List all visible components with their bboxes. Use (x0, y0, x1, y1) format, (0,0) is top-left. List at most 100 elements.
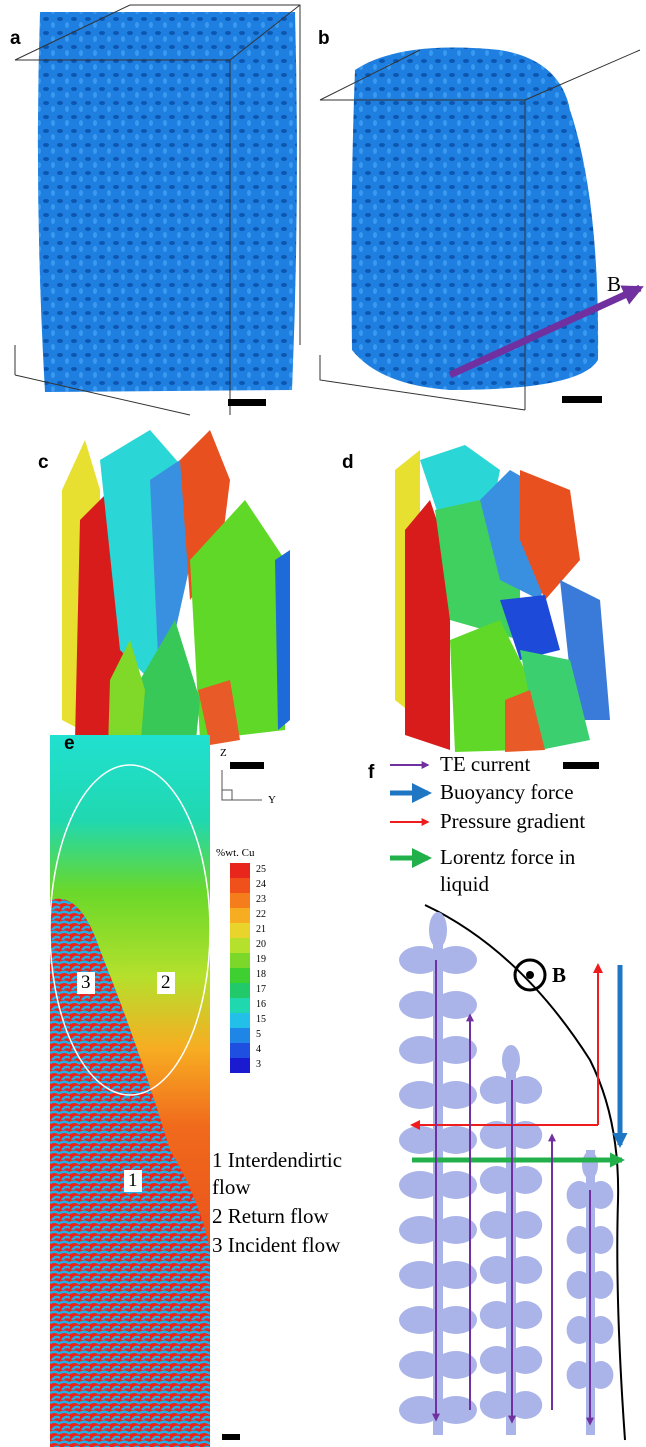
note: 1 Interdendirtic flow (212, 1148, 343, 1199)
colorbar-tick-label: 15 (256, 1014, 266, 1025)
dendrite-arm (435, 1306, 477, 1334)
colorbar-swatch (230, 1013, 250, 1028)
colorbar-swatch (230, 1043, 250, 1058)
dendrite-arm (588, 1316, 614, 1344)
dendrite-arm (399, 1126, 441, 1154)
colorbar-tick-label: 23 (256, 894, 266, 905)
dendrite-arm (566, 1226, 592, 1254)
colorbar-swatch (230, 998, 250, 1013)
colorbar-tick-label: 16 (256, 999, 266, 1010)
dendrite-arm (399, 1171, 441, 1199)
dendrite-arm (435, 946, 477, 974)
colorbar-tick-label: 17 (256, 984, 266, 995)
dendrite-arm (588, 1181, 614, 1209)
dendrite-arm (399, 946, 441, 974)
legend-label: Buoyancy force (440, 780, 574, 804)
colorbar (230, 863, 250, 1073)
panel-f-render (399, 904, 628, 1441)
dendrite-arm (479, 1346, 514, 1374)
dendrite-arm (566, 1271, 592, 1299)
colorbar-tick-label: 19 (256, 954, 266, 965)
dendrite-arm (399, 1396, 441, 1424)
panel-b-render (319, 47, 644, 411)
dendrite-arm (508, 1391, 543, 1419)
dendrite-arm (435, 991, 477, 1019)
legend-label: Pressure gradient (440, 809, 586, 833)
colorbar-swatch (230, 908, 250, 923)
colorbar-swatch (230, 983, 250, 998)
colorbar-swatch (230, 1028, 250, 1043)
legend-label: Lorentz force in liquid (440, 845, 576, 896)
dendrite-arm (435, 1126, 477, 1154)
field-label: B (607, 272, 622, 296)
dendrite-arm (588, 1226, 614, 1254)
colorbar-swatch (230, 1058, 250, 1073)
colorbar-swatch (230, 953, 250, 968)
colorbar-swatch (230, 863, 250, 878)
dendrite-arm (508, 1301, 543, 1329)
dendrite-arm (508, 1256, 543, 1284)
dendrite-arm (479, 1391, 514, 1419)
dendrite-arm (435, 1036, 477, 1064)
region-label: 1 (124, 1170, 142, 1192)
panel-label: e (64, 733, 75, 754)
dendrite-arm (435, 1396, 477, 1424)
region-label: 3 (77, 972, 95, 994)
field-label: B (552, 963, 567, 987)
dendrite-arm (588, 1271, 614, 1299)
colorbar-tick-label: 24 (256, 879, 266, 890)
dendrite-arm (566, 1316, 592, 1344)
dendrite-arm (479, 1076, 514, 1104)
panel-c-render (62, 430, 290, 810)
dendrite-arm (508, 1166, 543, 1194)
dendrite-arm (435, 1081, 477, 1109)
colorbar-swatch (230, 923, 250, 938)
dendrite-arm (508, 1121, 543, 1149)
dendrite-arm (399, 1351, 441, 1379)
dendrite-arm (435, 1171, 477, 1199)
dendrite-arm (435, 1351, 477, 1379)
dendrite-arm (588, 1361, 614, 1389)
note: 2 Return flow (212, 1204, 329, 1228)
dendrite-arm (399, 1306, 441, 1334)
panel-label: d (342, 452, 354, 473)
colorbar-tick-label: 4 (256, 1044, 261, 1055)
dendrite-arm (399, 1216, 441, 1244)
colorbar-tick-label: 22 (256, 909, 266, 920)
colorbar-swatch (230, 878, 250, 893)
dendrite-arm (566, 1361, 592, 1389)
colorbar-tick-label: 5 (256, 1029, 261, 1040)
dendrite-arm (399, 1036, 441, 1064)
axis-label: Z (220, 747, 227, 759)
dendrite-arm (479, 1166, 514, 1194)
colorbar-swatch (230, 968, 250, 983)
colorbar-swatch (230, 938, 250, 953)
legend-label: TE current (440, 752, 531, 776)
dendrite-arm (479, 1301, 514, 1329)
panel-label: a (10, 28, 21, 49)
axis-label: Y (268, 794, 276, 806)
panel-d-render (395, 445, 610, 769)
dendrite-arm (508, 1211, 543, 1239)
dendrite-arm (479, 1211, 514, 1239)
colorbar-tick-label: 25 (256, 864, 266, 875)
dendrite-arm (479, 1256, 514, 1284)
panel-a-render (14, 4, 301, 416)
dendrite-arm (399, 1261, 441, 1289)
dendrite-arm (399, 1081, 441, 1109)
legend-arrows (390, 761, 432, 868)
panel-label: c (38, 452, 49, 473)
dendrite-arm (435, 1216, 477, 1244)
colorbar-tick-label: 3 (256, 1059, 261, 1070)
dendrite-arm (508, 1076, 543, 1104)
dendrite-arm (435, 1261, 477, 1289)
colorbar-tick-label: 21 (256, 924, 266, 935)
dendrite-arm (508, 1346, 543, 1374)
panel-label: f (368, 762, 375, 783)
region-label: 2 (157, 972, 175, 994)
panel-e-render (49, 735, 262, 1447)
panel-label: b (318, 28, 330, 49)
colorbar-swatch (230, 893, 250, 908)
